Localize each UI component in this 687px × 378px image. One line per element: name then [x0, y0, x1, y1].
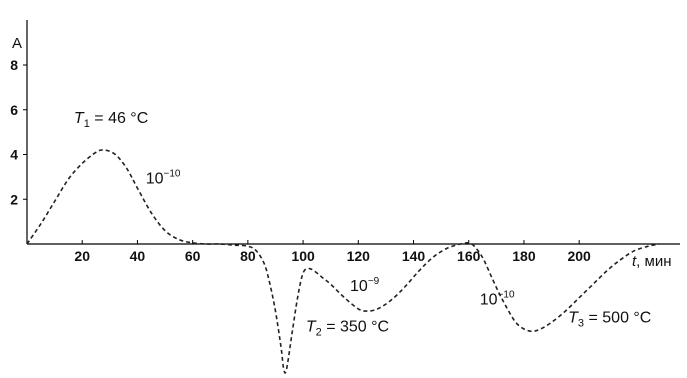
- x-tick-label: 200: [567, 248, 591, 264]
- axes: [26, 20, 680, 245]
- x-tick-label: 180: [512, 248, 536, 264]
- x-tick-label: 20: [74, 248, 90, 264]
- annotation-t1: T1 = 46 °C: [74, 110, 148, 130]
- annotation-r3: 10−10: [480, 289, 515, 308]
- series: [26, 149, 660, 374]
- annotations: T1 = 46 °C 10−10 10−9 T2 = 350 °C 10−10 T3 = …: [74, 110, 651, 338]
- x-tick-label: 80: [240, 248, 256, 264]
- x-tick-label: 40: [130, 248, 146, 264]
- x-tick-label: 160: [457, 248, 481, 264]
- y-axis-label: A: [12, 35, 22, 52]
- x-axis-label: t, мин: [632, 253, 671, 270]
- annotation-r2: 10−9: [350, 276, 380, 295]
- y-tick-label: 2: [10, 191, 18, 207]
- x-tick-label: 60: [185, 248, 201, 264]
- annotation-t3: T3 = 500 °C: [568, 309, 651, 329]
- y-tick-label: 6: [10, 102, 18, 118]
- x-tick-label: 140: [402, 248, 426, 264]
- y-tick-label: 4: [10, 147, 18, 163]
- x-axis-label-var: t: [632, 253, 637, 270]
- y-tick-label: 8: [10, 57, 18, 73]
- annotation-t2: T2 = 350 °C: [306, 318, 389, 338]
- x-axis-label-unit: , мин: [636, 253, 671, 270]
- x-tick-label: 100: [291, 248, 315, 264]
- annotation-r1: 10−10: [146, 169, 181, 188]
- ticks: 20 40 60 80 100 120 140 160 180 200 2 4 6 8: [10, 57, 591, 264]
- x-tick-label: 120: [347, 248, 371, 264]
- series-line-0: [26, 149, 660, 374]
